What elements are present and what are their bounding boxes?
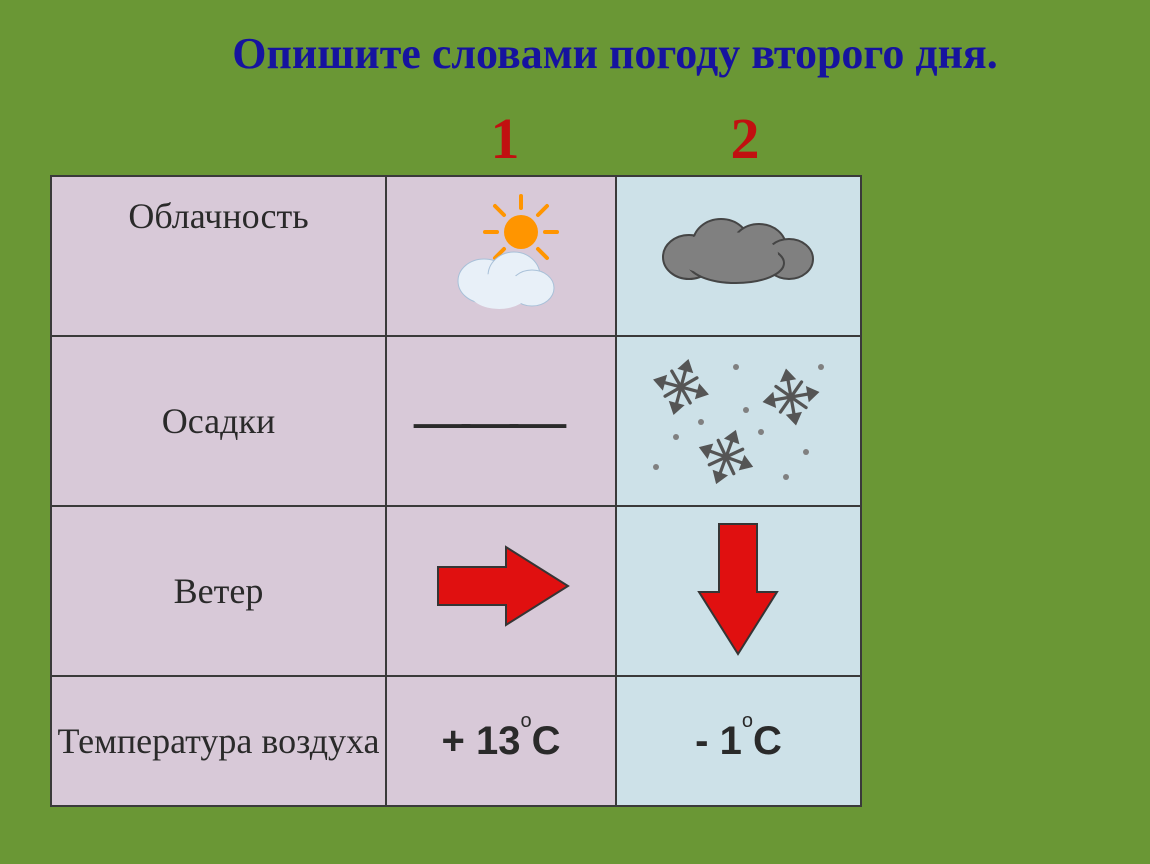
temperature-day2-value: - 1оС <box>695 719 782 763</box>
temp1-num: + 13 <box>442 719 521 763</box>
day-label-1: 1 <box>390 105 620 172</box>
temp2-deg: о <box>742 710 753 732</box>
row-precipitation: Осадки ——— <box>51 336 861 506</box>
overcast-icon <box>651 209 826 303</box>
page-title: Опишите словами погоду второго дня. <box>0 28 1150 79</box>
cell-precipitation-day1: ——— <box>386 336 616 506</box>
cell-cloudiness-day2 <box>616 176 861 336</box>
temperature-day1-value: + 13оС <box>442 719 561 763</box>
temp1-unit: С <box>532 719 561 763</box>
snow-icon <box>631 342 846 501</box>
no-precipitation-dash: ——— <box>414 390 558 452</box>
arrow-right-icon <box>426 539 576 643</box>
temp2-unit: С <box>753 719 782 763</box>
label-temperature: Температура воздуха <box>51 676 386 806</box>
weather-table: Облачность <box>50 175 862 807</box>
cell-temperature-day1: + 13оС <box>386 676 616 806</box>
temp2-num: - 1 <box>695 719 742 763</box>
partly-cloudy-icon <box>429 194 574 318</box>
row-cloudiness: Облачность <box>51 176 861 336</box>
row-wind: Ветер <box>51 506 861 676</box>
day-label-2: 2 <box>630 105 860 172</box>
cell-temperature-day2: - 1оС <box>616 676 861 806</box>
label-precipitation: Осадки <box>51 336 386 506</box>
arrow-down-icon <box>691 512 786 671</box>
cell-wind-day1 <box>386 506 616 676</box>
day-labels-row: 1 2 <box>0 105 860 172</box>
cell-cloudiness-day1 <box>386 176 616 336</box>
label-cloudiness: Облачность <box>51 176 386 336</box>
cell-precipitation-day2 <box>616 336 861 506</box>
label-wind: Ветер <box>51 506 386 676</box>
row-temperature: Температура воздуха + 13оС - 1оС <box>51 676 861 806</box>
temp1-deg: о <box>520 710 531 732</box>
cell-wind-day2 <box>616 506 861 676</box>
